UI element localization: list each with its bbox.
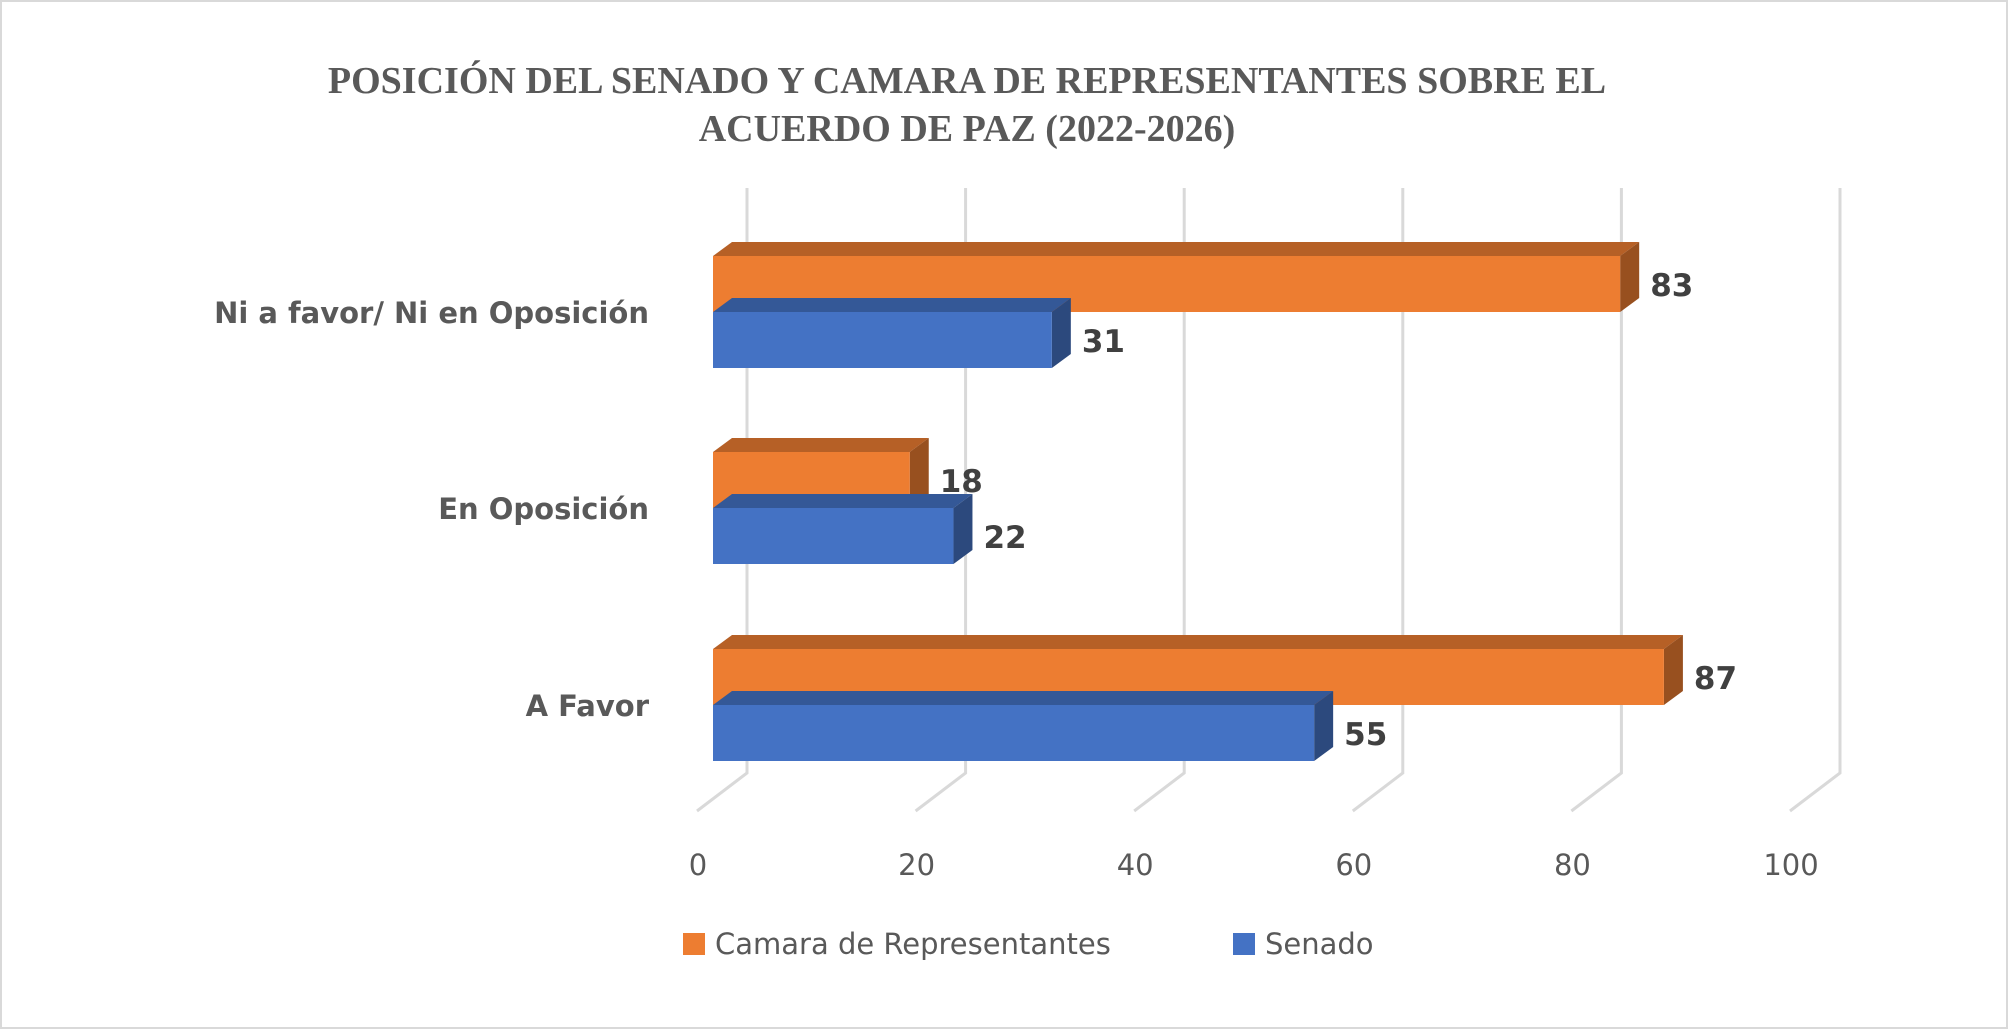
data-label: 55 [1344,717,1387,753]
bar-top-face [713,298,1071,312]
data-label: 83 [1650,268,1693,304]
chart-title-line-2: ACUERDO DE PAZ (2022-2026) [699,108,1236,150]
chart-title-line-1: POSICIÓN DEL SENADO Y CAMARA DE REPRESEN… [328,60,1606,102]
bar-senado[interactable] [713,691,1334,761]
x-tick-label: 20 [898,848,935,882]
bar-front-face [713,508,954,564]
legend-swatch-camara [683,933,705,955]
x-tick-label: 0 [689,848,707,882]
bar-senado[interactable] [713,494,973,564]
bar-top-face [713,691,1334,705]
bar-front-face [713,312,1052,368]
bar-top-face [713,494,973,508]
legend-swatch-senado [1233,933,1255,955]
x-tick-label: 80 [1554,848,1591,882]
bar-side-face [953,494,973,564]
category-label: En Oposición [438,492,649,526]
data-label: 22 [983,520,1026,556]
bar-side-face [1314,691,1334,761]
legend-label-senado[interactable]: Senado [1265,927,1374,961]
gridline [1570,188,1623,813]
data-label: 87 [1694,661,1737,697]
x-tick-label: 60 [1335,848,1372,882]
data-label: 31 [1082,324,1125,360]
gridline [1789,188,1842,813]
legend: Camara de Representantes Senado [683,927,1374,961]
gridline [696,188,749,813]
gridline [1351,188,1405,813]
category-label: A Favor [526,689,650,723]
x-tick-label: 100 [1763,848,1818,882]
category-label: Ni a favor/ Ni en Oposición [214,296,649,330]
bar-top-face [713,635,1683,649]
bar-top-face [713,438,929,452]
bar-senado[interactable] [713,298,1071,368]
bar-top-face [713,242,1640,256]
gridline [914,188,968,813]
bar-side-face [909,438,929,508]
legend-label-camara[interactable]: Camara de Representantes [715,927,1111,961]
bar-front-face [713,705,1315,761]
x-tick-label: 40 [1117,848,1154,882]
bar-side-face [1051,298,1071,368]
bar-side-face [1620,242,1640,312]
bar-side-face [1663,635,1683,705]
gridline [1133,188,1186,813]
